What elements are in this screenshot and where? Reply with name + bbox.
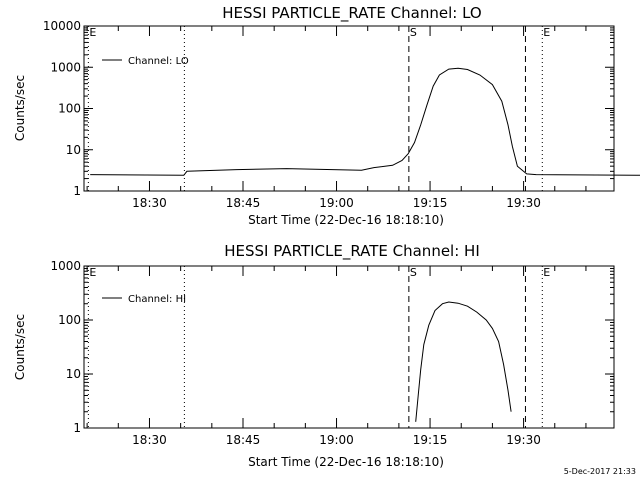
y-tick-label: 1000 <box>50 259 81 273</box>
x-tick-label: 18:45 <box>226 433 261 447</box>
time-marker-label: E <box>543 26 550 39</box>
x-tick-label: 19:15 <box>413 433 448 447</box>
series-line <box>415 301 512 422</box>
legend: Channel: HI <box>102 294 186 305</box>
y-axis-label: Counts/sec <box>13 75 27 141</box>
y-tick-label: 100 <box>58 102 81 116</box>
x-axis-label: Start Time (22-Dec-16 18:18:10) <box>248 455 444 469</box>
time-marker-label: E <box>89 26 96 39</box>
legend: Channel: LO <box>102 56 189 67</box>
y-tick-label: 100 <box>58 313 81 327</box>
x-tick-label: 18:30 <box>132 196 167 210</box>
chart-title: HESSI PARTICLE_RATE Channel: LO <box>222 4 481 23</box>
legend-label: Channel: HI <box>128 294 186 305</box>
x-tick-label: 19:00 <box>319 196 354 210</box>
series-line <box>90 67 640 176</box>
y-tick-label: 1 <box>73 421 81 435</box>
plot-frame <box>83 25 615 192</box>
y-tick-label: 1 <box>73 184 81 198</box>
x-tick-label: 18:45 <box>226 196 261 210</box>
y-tick-label: 1000 <box>50 60 81 74</box>
y-tick-label: 10 <box>66 143 81 157</box>
x-tick-label: 19:30 <box>506 196 541 210</box>
y-axis-label: Counts/sec <box>13 314 27 380</box>
x-axis: 18:30 18:45 19:00 19:15 19:30 <box>86 266 587 447</box>
series-group <box>90 67 640 176</box>
time-marker-label: E <box>543 266 550 279</box>
time-marker-label: S <box>410 266 417 279</box>
chart-title: HESSI PARTICLE_RATE Channel: HI <box>224 242 480 261</box>
plot-frame <box>83 265 615 429</box>
x-axis: 18:30 18:45 19:00 19:15 19:30 <box>86 26 587 210</box>
series-group <box>415 301 512 422</box>
y-axis: 1 10 100 1000 <box>50 259 614 435</box>
time-marker-label: E <box>89 266 96 279</box>
x-tick-label: 19:00 <box>319 433 354 447</box>
x-axis-label: Start Time (22-Dec-16 18:18:10) <box>248 213 444 227</box>
x-tick-label: 18:30 <box>132 433 167 447</box>
time-marker-label: S <box>410 26 417 39</box>
legend-label: Channel: LO <box>128 56 189 67</box>
y-tick-label: 10 <box>66 367 81 381</box>
footer-date: 5-Dec-2017 21:33 <box>564 467 636 476</box>
y-tick-label: 10000 <box>43 19 81 33</box>
y-axis: 1 10 100 1000 10000 <box>43 19 614 198</box>
x-tick-label: 19:15 <box>413 196 448 210</box>
x-tick-label: 19:30 <box>506 433 541 447</box>
